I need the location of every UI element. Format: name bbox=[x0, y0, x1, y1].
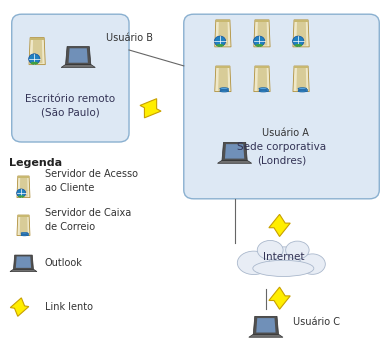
Text: Escritório remoto
(São Paulo): Escritório remoto (São Paulo) bbox=[25, 94, 115, 117]
Text: Sede corporativa
(Londres): Sede corporativa (Londres) bbox=[237, 142, 326, 165]
Ellipse shape bbox=[216, 44, 224, 47]
Polygon shape bbox=[10, 298, 29, 316]
Circle shape bbox=[214, 36, 226, 46]
Polygon shape bbox=[10, 269, 37, 272]
Ellipse shape bbox=[21, 233, 28, 234]
Polygon shape bbox=[294, 20, 308, 22]
Polygon shape bbox=[29, 38, 45, 65]
Ellipse shape bbox=[286, 241, 309, 259]
Polygon shape bbox=[254, 66, 270, 92]
Polygon shape bbox=[257, 21, 267, 45]
Polygon shape bbox=[293, 20, 309, 47]
Polygon shape bbox=[17, 176, 30, 198]
Ellipse shape bbox=[257, 240, 283, 260]
Polygon shape bbox=[294, 66, 308, 68]
Text: Internet: Internet bbox=[263, 252, 304, 262]
Polygon shape bbox=[20, 216, 28, 235]
Polygon shape bbox=[269, 287, 290, 309]
Polygon shape bbox=[222, 142, 247, 160]
Polygon shape bbox=[296, 21, 307, 45]
Polygon shape bbox=[257, 67, 267, 91]
Ellipse shape bbox=[298, 88, 307, 89]
Polygon shape bbox=[61, 65, 95, 67]
Polygon shape bbox=[30, 38, 44, 40]
FancyBboxPatch shape bbox=[12, 14, 129, 142]
Ellipse shape bbox=[294, 44, 302, 47]
Polygon shape bbox=[253, 316, 278, 334]
Polygon shape bbox=[255, 66, 269, 68]
FancyBboxPatch shape bbox=[21, 233, 28, 235]
Polygon shape bbox=[18, 176, 29, 178]
Polygon shape bbox=[16, 256, 31, 268]
Polygon shape bbox=[216, 66, 230, 68]
Text: Usuário B: Usuário B bbox=[106, 33, 152, 43]
FancyBboxPatch shape bbox=[298, 89, 307, 91]
Ellipse shape bbox=[237, 251, 270, 274]
Polygon shape bbox=[249, 334, 283, 337]
Polygon shape bbox=[255, 20, 269, 22]
Circle shape bbox=[17, 189, 26, 197]
Polygon shape bbox=[13, 255, 33, 269]
Circle shape bbox=[292, 36, 304, 46]
Polygon shape bbox=[32, 39, 43, 63]
Ellipse shape bbox=[269, 247, 300, 270]
Text: Servidor de Acesso
ao Cliente: Servidor de Acesso ao Cliente bbox=[45, 169, 138, 193]
Polygon shape bbox=[269, 214, 290, 236]
Text: Usuário C: Usuário C bbox=[293, 317, 340, 327]
Polygon shape bbox=[217, 160, 252, 163]
Polygon shape bbox=[215, 20, 231, 47]
Text: Servidor de Caixa
de Correio: Servidor de Caixa de Correio bbox=[45, 208, 131, 232]
Polygon shape bbox=[66, 47, 91, 65]
Polygon shape bbox=[296, 67, 307, 91]
Ellipse shape bbox=[253, 260, 314, 277]
Polygon shape bbox=[18, 215, 29, 217]
Polygon shape bbox=[140, 99, 161, 118]
Polygon shape bbox=[215, 66, 231, 92]
Ellipse shape bbox=[21, 234, 28, 236]
Ellipse shape bbox=[298, 90, 307, 92]
Text: Link lento: Link lento bbox=[45, 302, 93, 312]
Text: Legenda: Legenda bbox=[9, 158, 62, 168]
Polygon shape bbox=[256, 318, 276, 333]
Ellipse shape bbox=[30, 62, 38, 65]
Polygon shape bbox=[218, 67, 228, 91]
FancyBboxPatch shape bbox=[259, 89, 267, 91]
Polygon shape bbox=[68, 48, 88, 63]
Ellipse shape bbox=[259, 88, 267, 89]
Polygon shape bbox=[216, 20, 230, 22]
Polygon shape bbox=[225, 144, 244, 159]
Ellipse shape bbox=[259, 90, 267, 92]
Ellipse shape bbox=[220, 90, 228, 92]
Ellipse shape bbox=[220, 88, 228, 89]
Polygon shape bbox=[218, 21, 228, 45]
Ellipse shape bbox=[300, 254, 325, 274]
Polygon shape bbox=[254, 20, 270, 47]
Text: Outlook: Outlook bbox=[45, 258, 83, 268]
Polygon shape bbox=[293, 66, 309, 92]
Circle shape bbox=[253, 36, 265, 46]
Ellipse shape bbox=[18, 195, 24, 198]
Text: Usuário A: Usuário A bbox=[262, 129, 309, 138]
Polygon shape bbox=[20, 177, 28, 196]
FancyBboxPatch shape bbox=[184, 14, 379, 199]
Polygon shape bbox=[17, 215, 30, 235]
Circle shape bbox=[29, 54, 40, 64]
Ellipse shape bbox=[255, 44, 263, 47]
FancyBboxPatch shape bbox=[220, 89, 228, 91]
